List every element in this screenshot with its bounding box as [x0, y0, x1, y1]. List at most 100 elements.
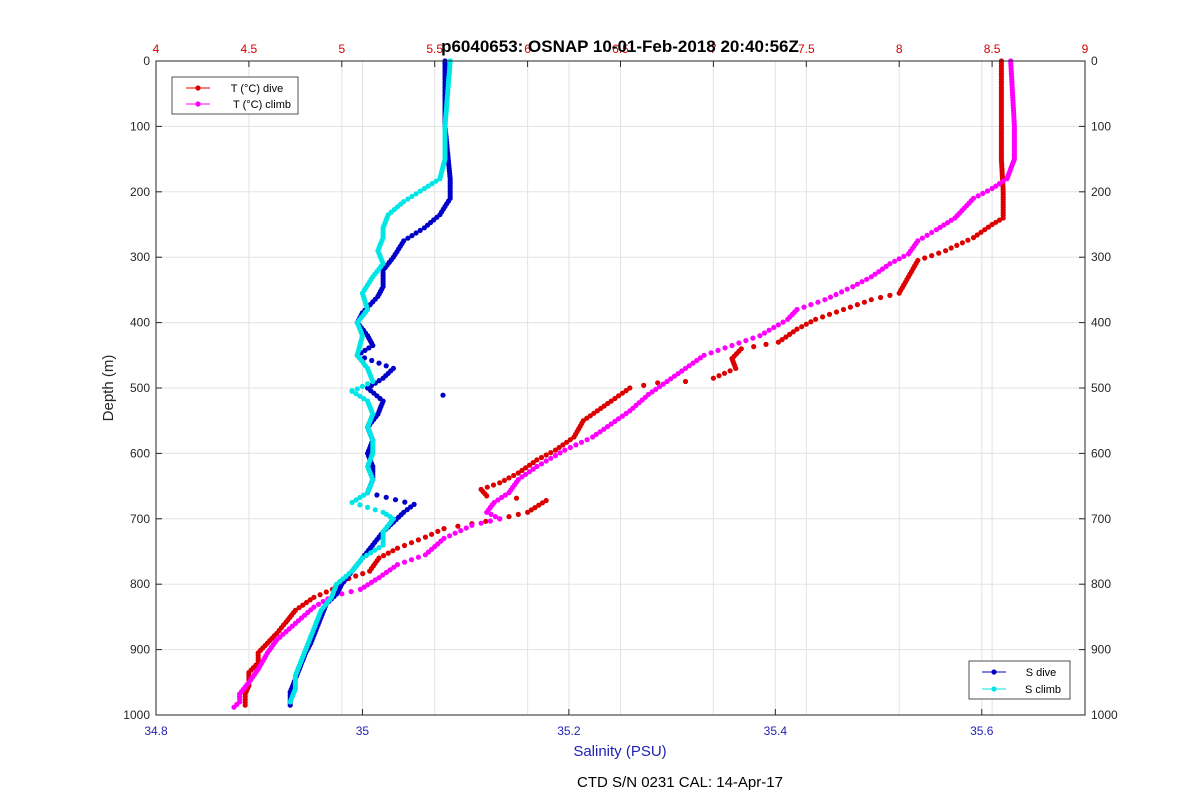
data-point	[879, 266, 886, 272]
data-point	[578, 439, 585, 445]
data-point	[868, 297, 874, 303]
data-point	[813, 316, 819, 322]
data-point	[562, 447, 568, 453]
data-point	[941, 222, 947, 228]
data-point	[405, 235, 411, 241]
data-point	[401, 559, 408, 565]
data-point	[385, 550, 391, 556]
data-point	[854, 302, 861, 308]
data-point	[339, 591, 345, 597]
data-point	[519, 474, 525, 480]
data-point	[380, 572, 386, 578]
top-tick-label: 6.5	[612, 42, 629, 56]
data-point	[370, 378, 376, 385]
data-point	[463, 525, 469, 531]
left-tick-label: 400	[130, 316, 150, 330]
data-point	[376, 545, 382, 551]
data-point	[440, 392, 446, 398]
data-point	[682, 365, 689, 371]
data-point	[534, 463, 540, 470]
data-point	[374, 492, 380, 498]
data-point	[490, 482, 497, 488]
data-point	[422, 552, 428, 558]
left-tick-label: 1000	[123, 708, 150, 722]
data-point	[608, 421, 614, 427]
data-point	[372, 577, 378, 583]
data-point	[523, 471, 529, 477]
data-point	[905, 251, 912, 257]
data-point	[612, 395, 618, 402]
data-point	[733, 365, 739, 371]
data-point	[619, 413, 626, 419]
data-point	[357, 586, 363, 593]
data-point	[390, 548, 396, 554]
data-point	[357, 393, 363, 399]
data-point	[878, 294, 884, 301]
data-point	[519, 467, 525, 473]
data-point	[530, 460, 536, 466]
data-point	[743, 338, 749, 344]
right-tick-label: 1000	[1091, 708, 1118, 722]
data-point	[590, 434, 596, 440]
bottom-tick-label: 35.6	[970, 724, 994, 738]
data-point	[231, 704, 237, 710]
data-point	[513, 495, 520, 501]
data-point	[300, 602, 306, 608]
legend-s-dive-marker	[991, 669, 997, 675]
data-point	[787, 331, 793, 337]
data-point	[364, 552, 370, 559]
data-point	[417, 227, 423, 233]
top-tick-label: 5	[338, 42, 345, 56]
data-point	[710, 375, 717, 381]
data-point	[402, 499, 408, 505]
data-point	[839, 289, 845, 295]
data-point	[353, 391, 359, 397]
data-point	[532, 505, 538, 511]
data-point	[548, 450, 554, 456]
legend-s-climb-marker	[991, 686, 997, 692]
data-point	[307, 597, 313, 603]
right-tick-label: 900	[1091, 643, 1111, 657]
data-point	[573, 442, 579, 448]
data-point	[383, 363, 389, 369]
data-point	[484, 484, 490, 490]
y-axis-label: Depth (m)	[100, 355, 117, 422]
data-point	[534, 457, 540, 463]
data-point	[655, 380, 661, 386]
data-point	[641, 382, 647, 388]
data-point	[348, 589, 354, 595]
data-point	[922, 255, 928, 261]
data-point	[499, 494, 505, 501]
data-point	[601, 426, 607, 432]
data-point	[372, 507, 378, 513]
data-point	[548, 455, 554, 461]
footer-caption: CTD S/N 0231 CAL: 14-Apr-17	[577, 774, 783, 791]
data-point	[996, 181, 1003, 187]
data-point	[484, 493, 490, 499]
data-point	[808, 302, 814, 308]
data-point	[861, 299, 868, 305]
data-point	[488, 511, 494, 517]
data-point	[359, 383, 365, 389]
data-point	[985, 224, 992, 230]
data-point	[429, 181, 435, 187]
data-point	[368, 382, 375, 389]
data-point	[501, 477, 507, 483]
data-point	[401, 542, 408, 549]
data-point	[497, 480, 503, 486]
data-point	[982, 227, 988, 233]
data-point	[929, 253, 935, 259]
left-tick-label: 600	[130, 446, 150, 460]
data-point	[763, 341, 769, 347]
data-point	[495, 497, 501, 503]
data-point	[892, 258, 898, 264]
data-point	[803, 321, 809, 327]
data-point	[653, 386, 659, 392]
data-point	[303, 599, 310, 606]
data-point	[868, 274, 874, 280]
data-point	[365, 490, 371, 496]
data-point	[392, 497, 399, 503]
data-point	[933, 227, 940, 233]
left-depth-axis: 0 100 200 300 400 500 600 700 800 900 1000	[123, 54, 162, 722]
